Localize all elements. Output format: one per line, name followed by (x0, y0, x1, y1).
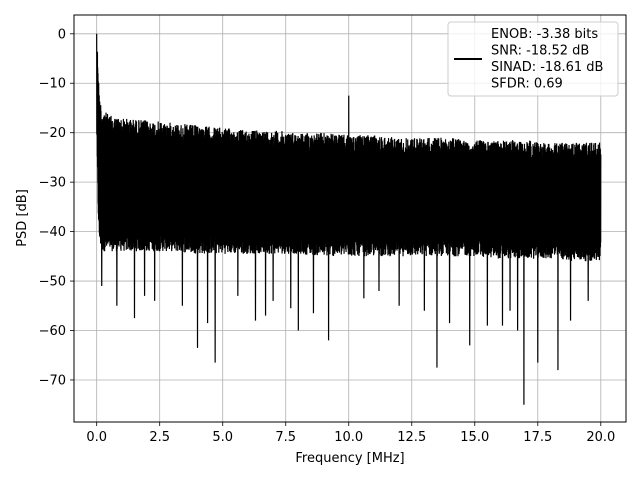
y-axis-label: PSD [dB] (15, 189, 30, 247)
x-tick-label: 20.0 (586, 430, 615, 445)
series-psd (96, 33, 602, 405)
y-tick-label: −30 (39, 176, 66, 191)
y-axis-ticks: 0 −10 −20 −30 −40 −50 −60 −70 (39, 27, 74, 388)
y-tick-label: −20 (39, 126, 66, 141)
x-axis-label: Frequency [MHz] (295, 451, 404, 466)
x-tick-label: 7.5 (275, 430, 296, 445)
legend-box (447, 21, 619, 97)
y-tick-label: 0 (58, 27, 66, 42)
x-tick-label: 12.5 (397, 430, 426, 445)
legend-line-text: ENOB: -3.38 bits (491, 27, 598, 42)
plot-frame (73, 14, 627, 423)
y-tick-label: −10 (39, 77, 66, 92)
legend-line-text: SNR: -18.52 dB (491, 44, 589, 59)
legend-line-text: SFDR: 0.69 (491, 77, 563, 92)
legend-line-text: SINAD: -18.61 dB (491, 60, 603, 75)
x-tick-label: 2.5 (149, 430, 170, 445)
legend: ENOB: -3.38 bits SNR: -18.52 dB SINAD: -18… (447, 21, 619, 97)
x-tick-label: 0.0 (86, 430, 107, 445)
legend-label: ENOB: -3.38 bits SNR: -18.52 dB SINAD: -18… (491, 27, 603, 92)
y-tick-label: −40 (39, 225, 66, 240)
y-tick-label: −50 (39, 275, 66, 290)
x-tick-label: 10.0 (334, 430, 363, 445)
x-tick-label: 17.5 (523, 430, 552, 445)
y-tick-label: −60 (39, 324, 66, 339)
x-tick-label: 15.0 (460, 430, 489, 445)
series-line (96, 33, 602, 405)
y-tick-label: −70 (39, 373, 66, 388)
x-axis-ticks: 0.0 2.5 5.0 7.5 10.0 12.5 15.0 17.5 20.0 (86, 422, 615, 445)
x-tick-label: 5.0 (212, 430, 233, 445)
